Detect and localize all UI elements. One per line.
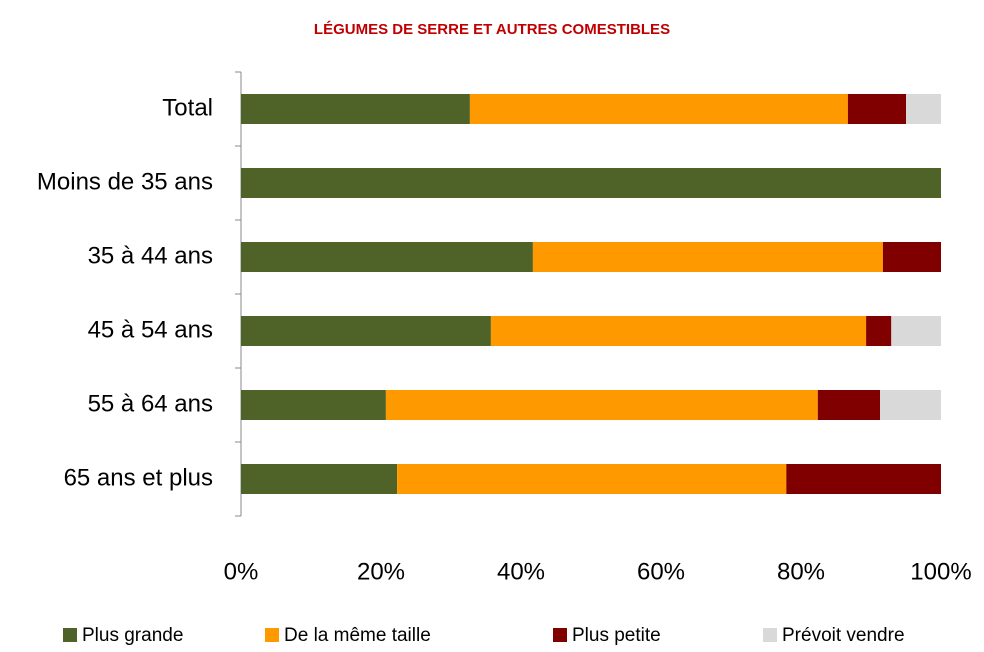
y-tick-label: 35 à 44 ans [88, 242, 213, 269]
y-tick-label: 45 à 54 ans [88, 316, 213, 343]
bar-segment [469, 94, 848, 124]
bar-segment [817, 390, 881, 420]
bar-segment [891, 316, 941, 346]
legend-label: Plus grande [82, 625, 183, 646]
bar-segment [532, 242, 883, 272]
bar-segment [241, 168, 941, 198]
bar-segment [847, 94, 906, 124]
legend-label: Plus petite [572, 625, 661, 646]
legend-label: De la même taille [284, 625, 431, 646]
x-tick-label: 100% [910, 558, 971, 585]
y-tick-label: Total [162, 94, 213, 121]
bar-segment [241, 94, 470, 124]
legend-swatch [553, 628, 567, 642]
legend-swatch [63, 628, 77, 642]
bar-segment [241, 464, 398, 494]
legend-label: Prévoit vendre [782, 625, 905, 646]
bar-segment [882, 242, 941, 272]
bar-segment [866, 316, 892, 346]
x-tick-label: 20% [357, 558, 405, 585]
legend-swatch [265, 628, 279, 642]
bar-segment [786, 464, 941, 494]
y-tick-label: Moins de 35 ans [37, 168, 213, 195]
bar-segment [241, 390, 386, 420]
x-tick-label: 80% [777, 558, 825, 585]
legend-swatch [763, 628, 777, 642]
bar-segment [385, 390, 818, 420]
bar-segment [241, 242, 533, 272]
chart-title: LÉGUMES DE SERRE ET AUTRES COMESTIBLES [314, 21, 670, 38]
y-tick-label: 55 à 64 ans [88, 390, 213, 417]
x-tick-label: 0% [224, 558, 259, 585]
bar-segment [397, 464, 787, 494]
y-tick-label: 65 ans et plus [64, 464, 213, 491]
bar-segment [241, 316, 491, 346]
x-tick-label: 60% [637, 558, 685, 585]
bar-segment [490, 316, 867, 346]
bar-segment [906, 94, 941, 124]
x-tick-label: 40% [497, 558, 545, 585]
bar-segment [880, 390, 941, 420]
